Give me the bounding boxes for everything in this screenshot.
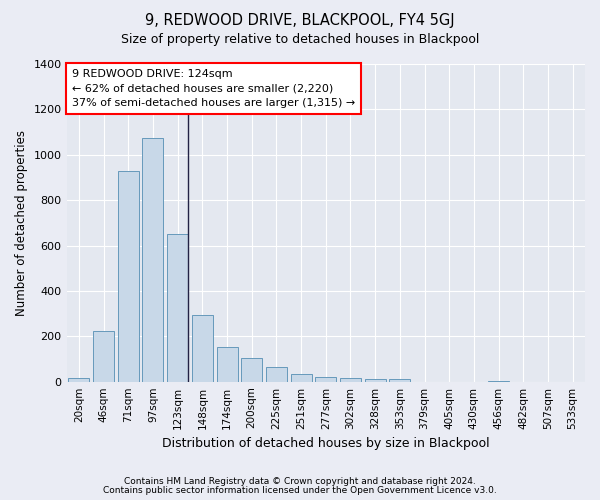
Text: Contains public sector information licensed under the Open Government Licence v3: Contains public sector information licen…: [103, 486, 497, 495]
Bar: [290, 374, 311, 382]
Bar: [217, 346, 238, 382]
Bar: [142, 138, 163, 382]
Bar: [192, 314, 213, 382]
Bar: [340, 378, 361, 382]
Bar: [315, 377, 336, 382]
Text: 9, REDWOOD DRIVE, BLACKPOOL, FY4 5GJ: 9, REDWOOD DRIVE, BLACKPOOL, FY4 5GJ: [145, 12, 455, 28]
Bar: [365, 379, 386, 382]
Bar: [488, 380, 509, 382]
Bar: [241, 358, 262, 382]
Bar: [389, 380, 410, 382]
Bar: [118, 170, 139, 382]
Y-axis label: Number of detached properties: Number of detached properties: [15, 130, 28, 316]
Text: Contains HM Land Registry data © Crown copyright and database right 2024.: Contains HM Land Registry data © Crown c…: [124, 477, 476, 486]
X-axis label: Distribution of detached houses by size in Blackpool: Distribution of detached houses by size …: [162, 437, 490, 450]
Text: Size of property relative to detached houses in Blackpool: Size of property relative to detached ho…: [121, 32, 479, 46]
Bar: [68, 378, 89, 382]
Bar: [167, 234, 188, 382]
Bar: [266, 367, 287, 382]
Bar: [93, 330, 114, 382]
Text: 9 REDWOOD DRIVE: 124sqm
← 62% of detached houses are smaller (2,220)
37% of semi: 9 REDWOOD DRIVE: 124sqm ← 62% of detache…: [72, 69, 355, 108]
